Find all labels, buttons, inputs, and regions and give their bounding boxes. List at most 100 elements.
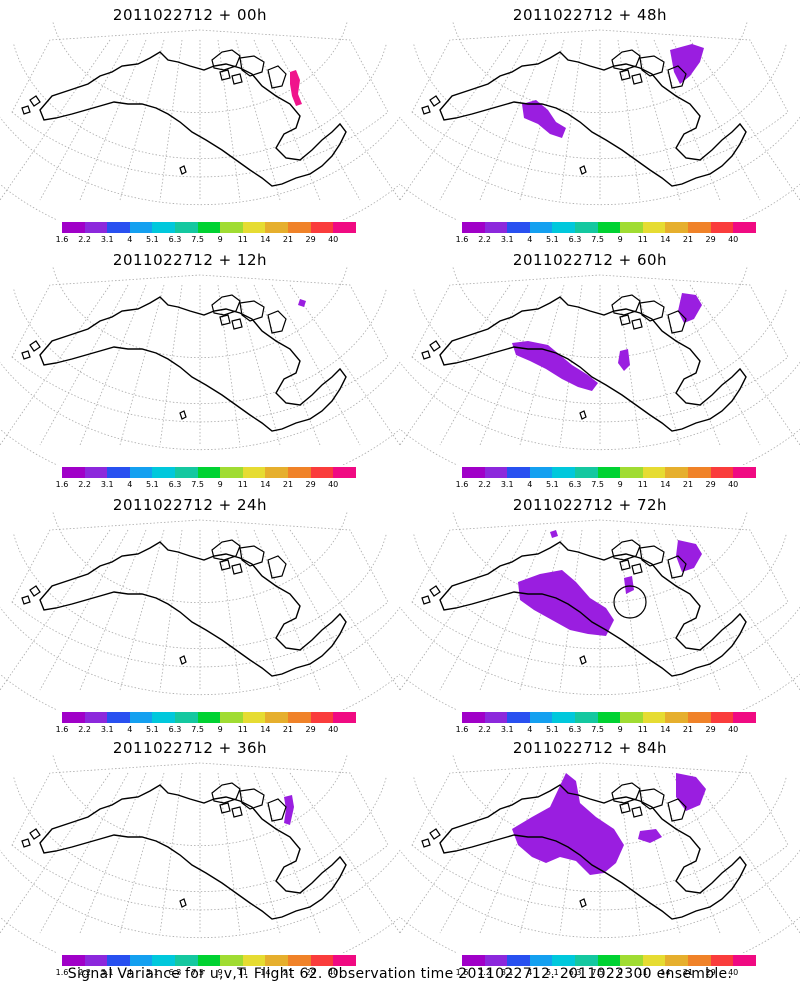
variance-region	[676, 773, 706, 811]
island-outline	[239, 300, 265, 322]
colorbar-tick-label: 29	[305, 235, 316, 244]
colorbar-swatch	[242, 712, 266, 723]
colorbar-swatch	[287, 955, 311, 966]
island-outline	[667, 65, 687, 89]
island-outline	[421, 105, 431, 115]
colorbar-swatch	[620, 955, 643, 966]
colorbar-swatch	[642, 467, 666, 478]
colorbar-swatch	[62, 222, 85, 233]
colorbar-tick-label: 3.1	[100, 968, 114, 977]
colorbar-swatch	[552, 712, 575, 723]
polar-map	[400, 755, 800, 953]
colorbar-swatch	[733, 712, 756, 723]
island-outline	[211, 49, 241, 71]
coastline	[439, 541, 747, 677]
variance-shading	[284, 795, 294, 825]
colorbar-tick-label: 40	[328, 725, 339, 734]
variance-region	[298, 299, 306, 307]
island-outline	[429, 585, 441, 597]
colorbar-tick-label: 7.5	[591, 480, 604, 489]
colorbar-swatch	[620, 712, 643, 723]
colorbar-tick-label: 2.2	[78, 480, 91, 489]
colorbar-tick-label: 1.6	[55, 235, 69, 244]
variance-region	[624, 576, 634, 594]
colorbar-tick-label: 7.5	[591, 235, 604, 244]
colorbar-tick-label: 40	[728, 725, 739, 734]
colorbar-swatch	[665, 712, 688, 723]
island-outline	[179, 410, 187, 420]
colorbar-tick-label: 29	[705, 968, 716, 977]
colorbar-tick-label: 4	[127, 725, 133, 734]
colorbar-swatch	[710, 712, 734, 723]
colorbar-tick-label: 5.1	[546, 968, 559, 977]
colorbar-labels: 1.6 2.2 3.1 4 5.1 6.3 7.5 9 11 14 21 29 40	[454, 480, 774, 490]
variance-region	[618, 349, 630, 371]
colorbar-tick-label: 1.6	[55, 725, 69, 734]
map-panel-48h: 2011022712 + 48h 1.6 2.2 3.1 4 5.1 6.3 7.5 9 11 14…	[400, 0, 800, 244]
island-outline	[611, 294, 641, 316]
colorbar-swatch	[642, 712, 666, 723]
island-outline	[211, 539, 241, 561]
colorbar-swatch	[310, 955, 334, 966]
colorbar-tick-label: 2.2	[478, 725, 491, 734]
colorbar-labels: 1.6 2.2 3.1 4 5.1 6.3 7.5 9 11 14 21 29 40	[454, 725, 774, 735]
island-outline	[639, 300, 665, 322]
colorbar-swatch	[242, 222, 266, 233]
graticule	[0, 267, 400, 465]
colorbar-swatch	[265, 712, 288, 723]
colorbar	[462, 222, 756, 233]
colorbar-swatch	[507, 467, 530, 478]
colorbar-tick-label: 9	[617, 725, 623, 734]
colorbar-tick-label: 5.1	[146, 725, 159, 734]
colorbar-tick-label: 40	[728, 968, 739, 977]
colorbar-swatch	[529, 955, 553, 966]
colorbar-swatch	[174, 955, 198, 966]
island-outline	[219, 802, 231, 814]
colorbar-swatch	[552, 955, 575, 966]
colorbar-tick-label: 5.1	[546, 480, 559, 489]
colorbar-swatch	[665, 467, 688, 478]
island-outline	[21, 838, 31, 848]
variance-shading	[512, 293, 702, 391]
colorbar-tick-label: 6.3	[568, 968, 582, 977]
colorbar-swatch	[642, 955, 666, 966]
colorbar-swatch	[507, 222, 530, 233]
figure-caption: Signal Variance for u,v,T. Flight 62. Ob…	[67, 966, 733, 982]
colorbar-swatch	[574, 955, 598, 966]
island-outline	[579, 898, 587, 908]
colorbar-tick-label: 7.5	[191, 725, 204, 734]
colorbar-swatch	[507, 955, 530, 966]
colorbar-tick-label: 2.2	[478, 235, 491, 244]
colorbar-tick-label: 29	[305, 968, 316, 977]
colorbar-swatch	[552, 222, 575, 233]
island-outline	[231, 806, 243, 818]
colorbar-swatch	[174, 712, 198, 723]
coastline	[439, 784, 747, 920]
colorbar-swatch	[484, 222, 508, 233]
colorbar-swatch	[220, 467, 243, 478]
colorbar-labels: 1.6 2.2 3.1 4 5.1 6.3 7.5 9 11 14 21 29 40	[54, 480, 374, 490]
map-panel-12h: 2011022712 + 12h 1.6 2.2 3.1 4 5.1 6.3 7.5 9 11 14…	[0, 245, 400, 489]
panel-title: 2011022712 + 36h	[112, 739, 268, 757]
colorbar-tick-label: 2.2	[78, 235, 91, 244]
colorbar-tick-label: 4	[527, 480, 533, 489]
island-outline	[267, 310, 287, 334]
variance-shading	[290, 70, 302, 106]
colorbar-swatch	[84, 955, 108, 966]
colorbar-swatch	[174, 467, 198, 478]
colorbar-tick-label: 4	[127, 235, 133, 244]
colorbar-tick-label: 9	[617, 235, 623, 244]
colorbar-tick-label: 6.3	[168, 968, 182, 977]
colorbar-swatch	[220, 955, 243, 966]
colorbar-tick-label: 7.5	[591, 968, 604, 977]
colorbar-tick-label: 11	[237, 235, 248, 244]
colorbar-tick-label: 4	[527, 968, 533, 977]
variance-region	[638, 829, 662, 843]
colorbar-swatch	[107, 222, 130, 233]
colorbar-tick-label: 9	[217, 968, 223, 977]
colorbar-swatch	[574, 467, 598, 478]
variance-shading	[522, 44, 704, 138]
colorbar-swatch	[129, 467, 153, 478]
island-outline	[631, 73, 643, 85]
polar-map	[0, 512, 400, 710]
